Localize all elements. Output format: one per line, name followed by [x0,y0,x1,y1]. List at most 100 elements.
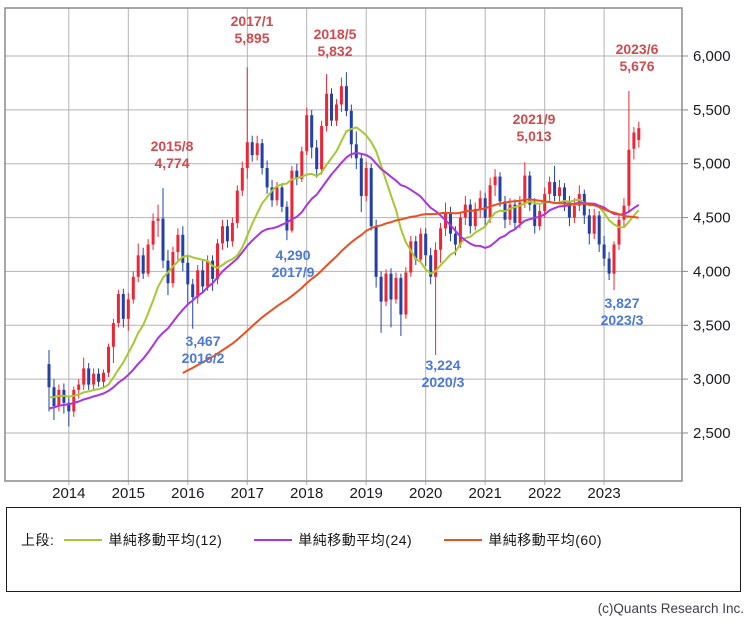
candle-down [260,138,264,175]
candle-up [508,198,512,226]
y-tick-label: 4,000 [693,263,731,280]
candle-down [344,72,348,117]
candle-body [141,255,145,274]
candle-body [235,190,239,223]
y-tick-label: 5,500 [693,102,731,119]
y-tick-label: 3,000 [693,371,731,388]
candle-up [325,74,329,132]
candle-down [265,160,269,194]
candle-body [508,204,512,220]
candle-up [409,235,413,277]
x-tick-label: 2019 [350,485,383,502]
candle-up [176,228,180,261]
candle-up [245,67,249,179]
candle-body [538,211,542,227]
sma24-label: 単純移動平均(24) [298,532,413,548]
candle-body [305,115,309,152]
candle-down [67,396,71,427]
candle-body [126,299,130,319]
candle-body [429,255,433,277]
candle-up [473,202,477,231]
candle-body [449,212,452,234]
candle-up [419,228,423,263]
candle-body [161,218,165,261]
candle-body [458,217,462,245]
sma60-label: 単純移動平均(60) [488,532,603,548]
candle-body [206,260,210,287]
candle-body [270,187,274,201]
y-tick-label: 5,000 [693,156,731,173]
price-chart-svg: 6,000 5,500 5,000 4,500 4,000 3,500 3,000 2,500… [4,7,731,502]
annotation-line: 5,832 [317,43,352,59]
candle-body [587,215,591,234]
candle-down [186,255,190,305]
candle-up [558,179,561,203]
candle-up [102,369,105,388]
candle-down [533,198,537,234]
candle-up [493,169,497,196]
candle-up [151,213,155,250]
candle-body [518,202,522,223]
candle-body [339,86,343,105]
x-tick-label: 2022 [528,485,561,502]
candle-body [602,244,606,259]
candle-up [434,242,438,355]
candle-body [196,270,200,298]
y-tick-label: 2,500 [693,425,731,442]
candle-body [156,218,160,221]
candle-body [404,272,408,315]
candle-body [97,373,101,382]
candle-body [67,402,71,412]
candle-up [617,215,621,250]
candle-up [57,384,61,412]
x-tick-label: 2021 [469,485,502,502]
candle-body [230,223,234,242]
candle-body [310,115,314,148]
candle-body [191,284,195,298]
candle-body [622,205,626,220]
candle-body [315,147,319,170]
candle-up [111,318,115,363]
candle-body [325,93,329,126]
candle-body [250,142,254,156]
candle-body [82,368,86,385]
candle-body [548,182,552,194]
legend-item-sma60: 単純移動平均(60) [444,530,602,550]
candle-body [225,226,229,242]
candle-body [468,204,472,227]
sma12-label: 単純移動平均(12) [108,532,223,548]
annotation-line: 5,013 [516,128,551,144]
candle-up [627,90,631,212]
candle-up [612,241,616,291]
candle-up [335,99,338,126]
candle-down [354,131,358,170]
candle-body [92,373,96,385]
candle-up [82,357,86,390]
candle-up [592,208,596,240]
x-tick-label: 2014 [52,485,85,502]
candle-down [285,201,289,241]
annotation-line: 2016/2 [182,350,225,366]
chart-annotation: 2023/65,676 [616,41,659,74]
candle-body [369,168,373,227]
candle-up [478,190,482,218]
ma-line-60 [182,198,639,374]
x-tick-label: 2023 [587,485,620,502]
candle-body [364,168,368,196]
candle-down [295,163,299,186]
plot-border [4,7,683,482]
candle-up [320,120,324,175]
candle-down [607,252,611,280]
candle-down [211,255,215,291]
candle-down [359,152,363,213]
candle-body [87,368,91,385]
candle-down [369,163,373,231]
annotation-line: 2020/3 [422,374,465,390]
candle-up [488,177,492,223]
candle-up [439,223,443,263]
candle-up [235,185,239,229]
candle-body [77,384,81,390]
candle-down [47,350,51,412]
candle-up [622,198,626,227]
